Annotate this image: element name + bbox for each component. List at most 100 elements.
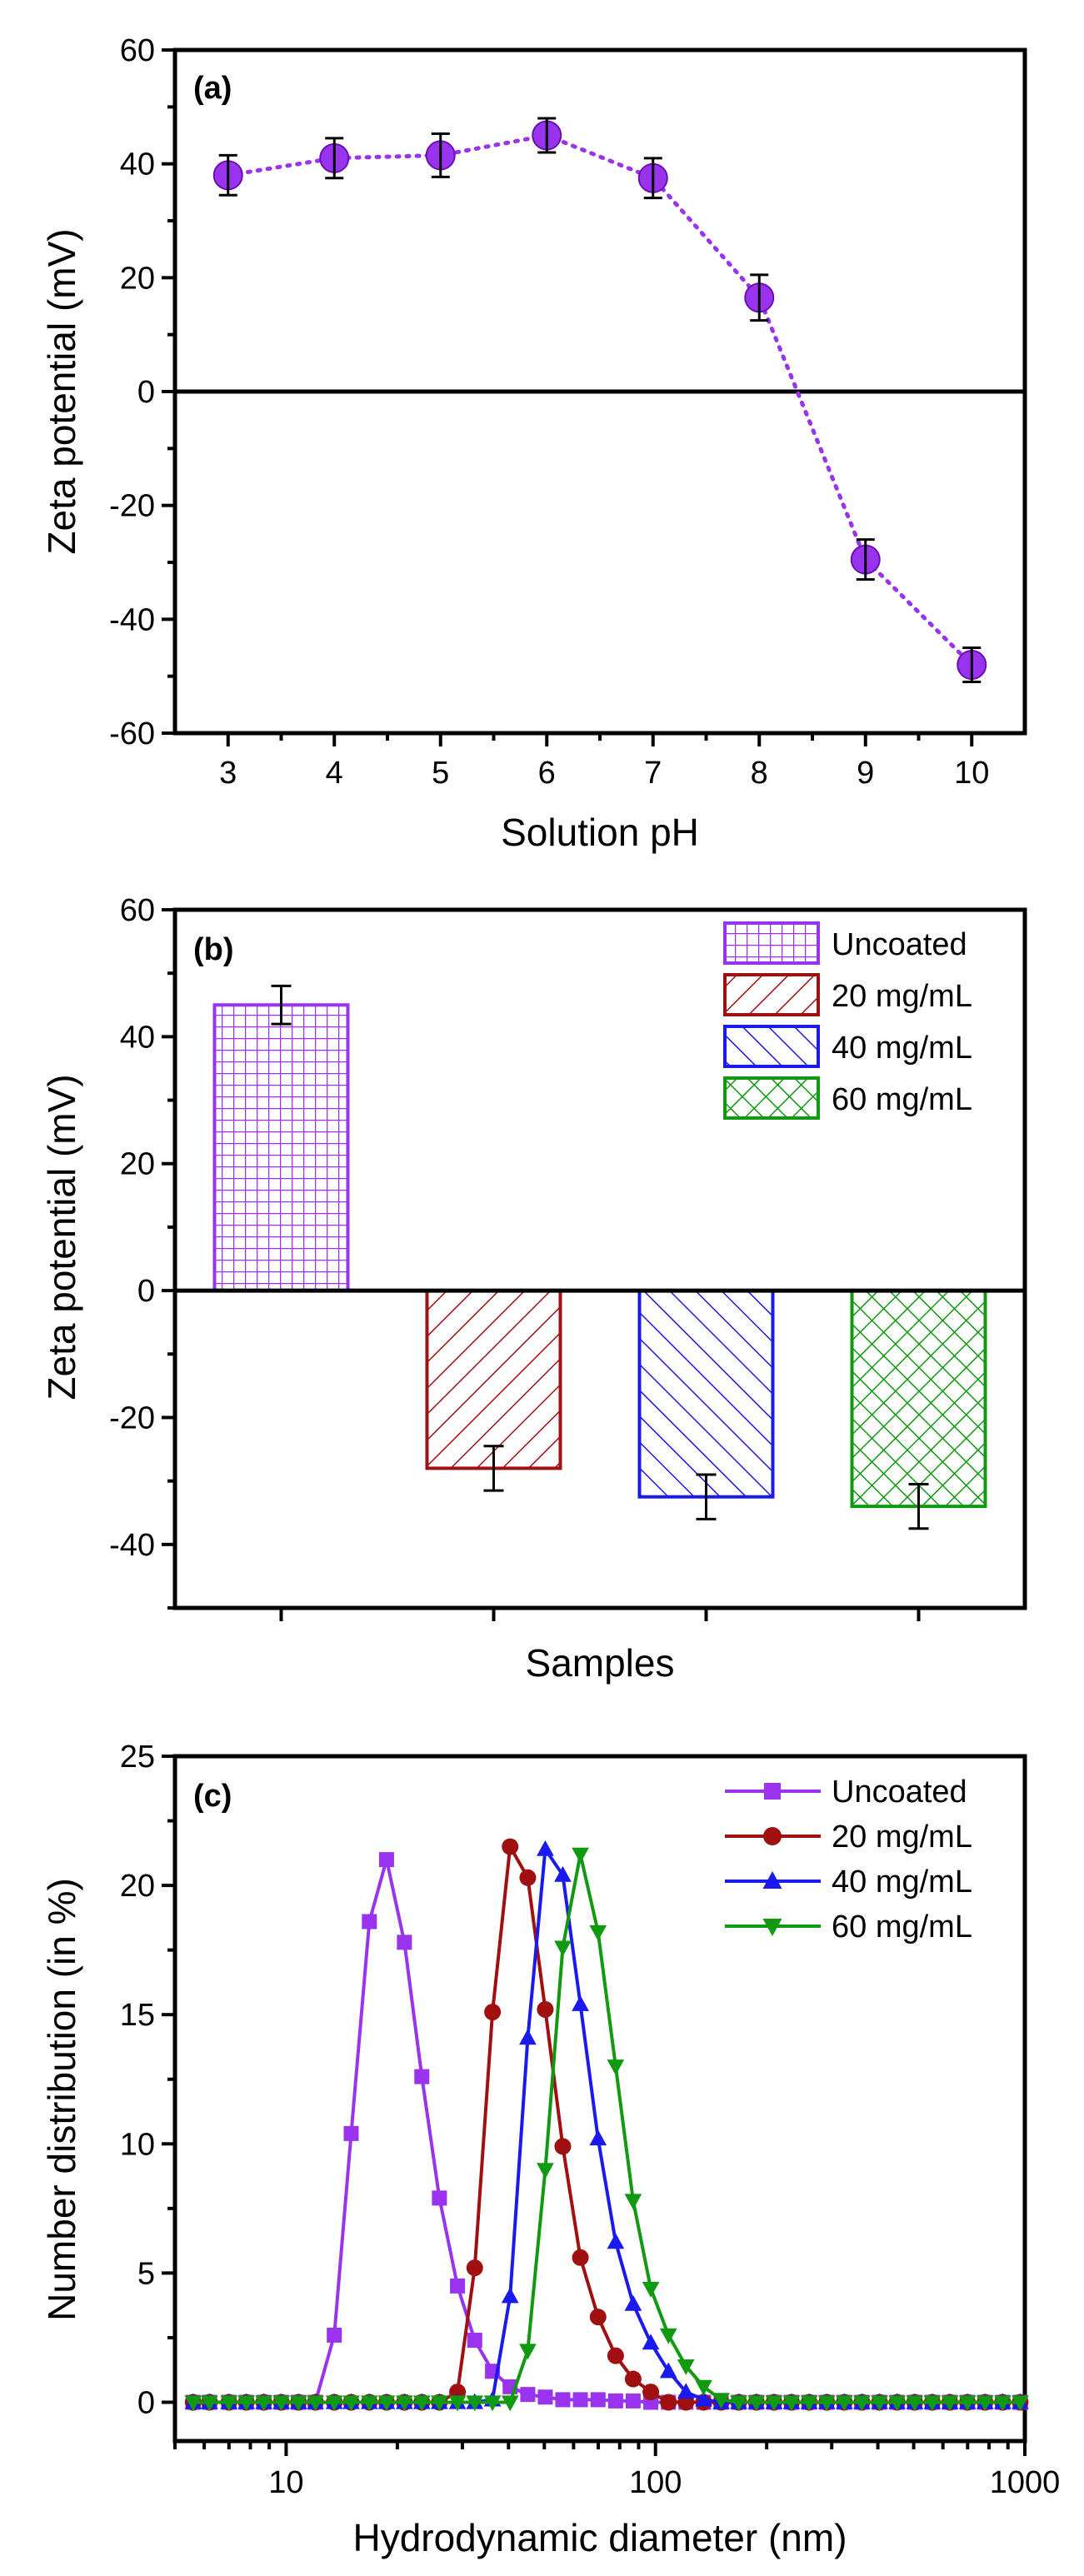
panel-c-legend-marker <box>762 1919 782 1936</box>
panel-a-data-point <box>637 157 668 200</box>
panel-c-marker <box>993 2395 1012 2412</box>
panel-c-marker <box>412 2395 431 2412</box>
panel-b-bar <box>850 1289 987 1509</box>
panel-a-y-tick-label: 60 <box>120 33 155 68</box>
panel-c-marker <box>589 2129 607 2146</box>
panel-c-marker <box>554 2138 572 2155</box>
panel-c-plot-frame <box>172 1754 1027 2444</box>
panel-a-x-tick-label: 3 <box>219 756 237 791</box>
panel-b-y-tick-label: -20 <box>109 1400 155 1435</box>
panel-c-marker <box>871 2395 888 2412</box>
panel-c-marker <box>537 2389 553 2405</box>
panel-c-x-tick-label: 100 <box>629 2465 682 2500</box>
panel-c-marker <box>343 2125 359 2141</box>
panel-c-marker <box>747 2395 766 2412</box>
panel-b-legend-swatch <box>723 921 820 965</box>
panel-a-data-point <box>319 137 350 180</box>
panel-a-y-tick-label: 0 <box>137 375 155 410</box>
panel-c-marker <box>520 2387 536 2403</box>
panel-c-marker <box>572 1994 589 2011</box>
panel-c-legend-label: Uncoated <box>832 1775 967 1810</box>
panel-c-marker <box>695 2390 712 2407</box>
panel-c-x-tick-label: 1000 <box>990 2465 1061 2500</box>
panel-c-marker <box>923 2395 942 2412</box>
panel-a-x-tick-label: 10 <box>954 756 989 791</box>
panel-c-marker <box>765 2395 783 2412</box>
panel-c-marker <box>941 2395 959 2412</box>
panel-c-marker <box>1012 2395 1029 2412</box>
panel-b-y-tick-label: 60 <box>120 893 155 928</box>
panel-c-marker <box>607 2233 625 2249</box>
panel-b-y-axis-title: Zeta potential (mV) <box>40 1074 83 1400</box>
panel-c-marker <box>431 2395 448 2412</box>
panel-c-marker <box>537 2163 554 2179</box>
panel-b-bar <box>212 1003 350 1293</box>
panel-c-marker <box>466 2395 484 2412</box>
panel-c-marker <box>237 2395 255 2412</box>
panel-c-legend-marker <box>763 1827 782 1845</box>
panel-a-x-tick-label: 4 <box>326 756 343 791</box>
panel-c-marker <box>712 2393 730 2409</box>
panel-c-y-tick-label: 25 <box>120 1740 155 1775</box>
panel-a-data-point <box>532 117 562 154</box>
panel-a-y-tick-label: -40 <box>109 602 155 637</box>
panel-a-x-tick-label: 8 <box>751 756 768 791</box>
panel-b-ticks: 60 40 20 0 -20 -40 <box>109 893 921 1621</box>
panel-a-data-point <box>744 273 775 322</box>
panel-c-marker <box>220 2395 238 2412</box>
panel-c-marker <box>888 2395 907 2412</box>
panel-c-marker <box>607 2393 623 2409</box>
panel-c-marker <box>555 2392 571 2408</box>
panel-c-marker <box>325 2395 343 2412</box>
panel-c-marker <box>660 2394 677 2411</box>
panel-a-ticks: 3 4 5 6 7 8 9 10 60 40 20 0 -20 -40 -60 <box>109 33 989 791</box>
panel-c-marker <box>835 2395 853 2412</box>
panel-b-legend-label: 20 mg/mL <box>832 979 972 1014</box>
panel-c-marker <box>537 2000 554 2018</box>
panel-b-y-tick-label: -40 <box>109 1528 155 1563</box>
panel-c-legend-label: 20 mg/mL <box>832 1820 972 1855</box>
panel-a-data-point <box>425 132 456 178</box>
panel-a-x-tick-label: 9 <box>857 756 874 791</box>
panel-b-y-tick-label: 40 <box>120 1020 155 1055</box>
panel-c-marker <box>378 1852 394 1868</box>
panel-c-marker <box>362 1914 377 1930</box>
panel-c-marker <box>607 2347 624 2364</box>
panel-c-marker <box>432 2190 447 2206</box>
panel-c-marker <box>342 2395 360 2412</box>
panel-c-marker <box>624 2370 642 2388</box>
panel-a-series-line <box>226 132 974 667</box>
panel-c-marker <box>642 2281 660 2298</box>
panel-a-plot-area <box>175 117 1025 683</box>
panel-c-label: (c) <box>193 1779 232 1814</box>
panel-a-y-tick-label: 20 <box>120 261 155 296</box>
panel-c-marker <box>484 2004 502 2021</box>
panel-b-legend-swatch <box>723 973 820 1016</box>
panel-c-marker <box>695 2379 712 2396</box>
panel-c-marker <box>519 1869 537 1886</box>
panel-c-size-distribution: (c) Hydrodynamic diameter (nm) Number di… <box>40 1740 1060 2559</box>
panel-c-y-tick-label: 5 <box>137 2256 155 2291</box>
panel-b-legend-label: 40 mg/mL <box>832 1031 972 1066</box>
panel-c-marker <box>519 2344 537 2360</box>
panel-c-marker <box>466 2259 483 2277</box>
panel-c-marker <box>184 2395 202 2412</box>
panel-c-marker <box>624 2294 642 2311</box>
panel-b-plot-frame <box>172 907 1027 1610</box>
panel-c-marker <box>642 2384 660 2401</box>
panel-c-marker <box>624 2194 642 2210</box>
panel-c-series-triangle-down <box>184 1847 1029 2412</box>
panel-c-marker <box>853 2395 871 2412</box>
panel-c-marker <box>483 2395 502 2412</box>
panel-c-marker <box>976 2395 994 2412</box>
panel-b-legend-swatch <box>723 1025 820 1068</box>
panel-c-marker <box>554 1865 572 1882</box>
panel-c-marker <box>572 2249 589 2266</box>
panel-c-marker <box>625 2393 641 2409</box>
panel-c-legend-label: 60 mg/mL <box>832 1910 972 1944</box>
panel-c-marker <box>554 1940 572 1957</box>
panel-c-marker <box>519 2029 537 2045</box>
panel-c-legend-label: 40 mg/mL <box>832 1865 972 1900</box>
panel-c-marker <box>289 2395 307 2412</box>
panel-c-legend-marker <box>764 1783 781 1800</box>
